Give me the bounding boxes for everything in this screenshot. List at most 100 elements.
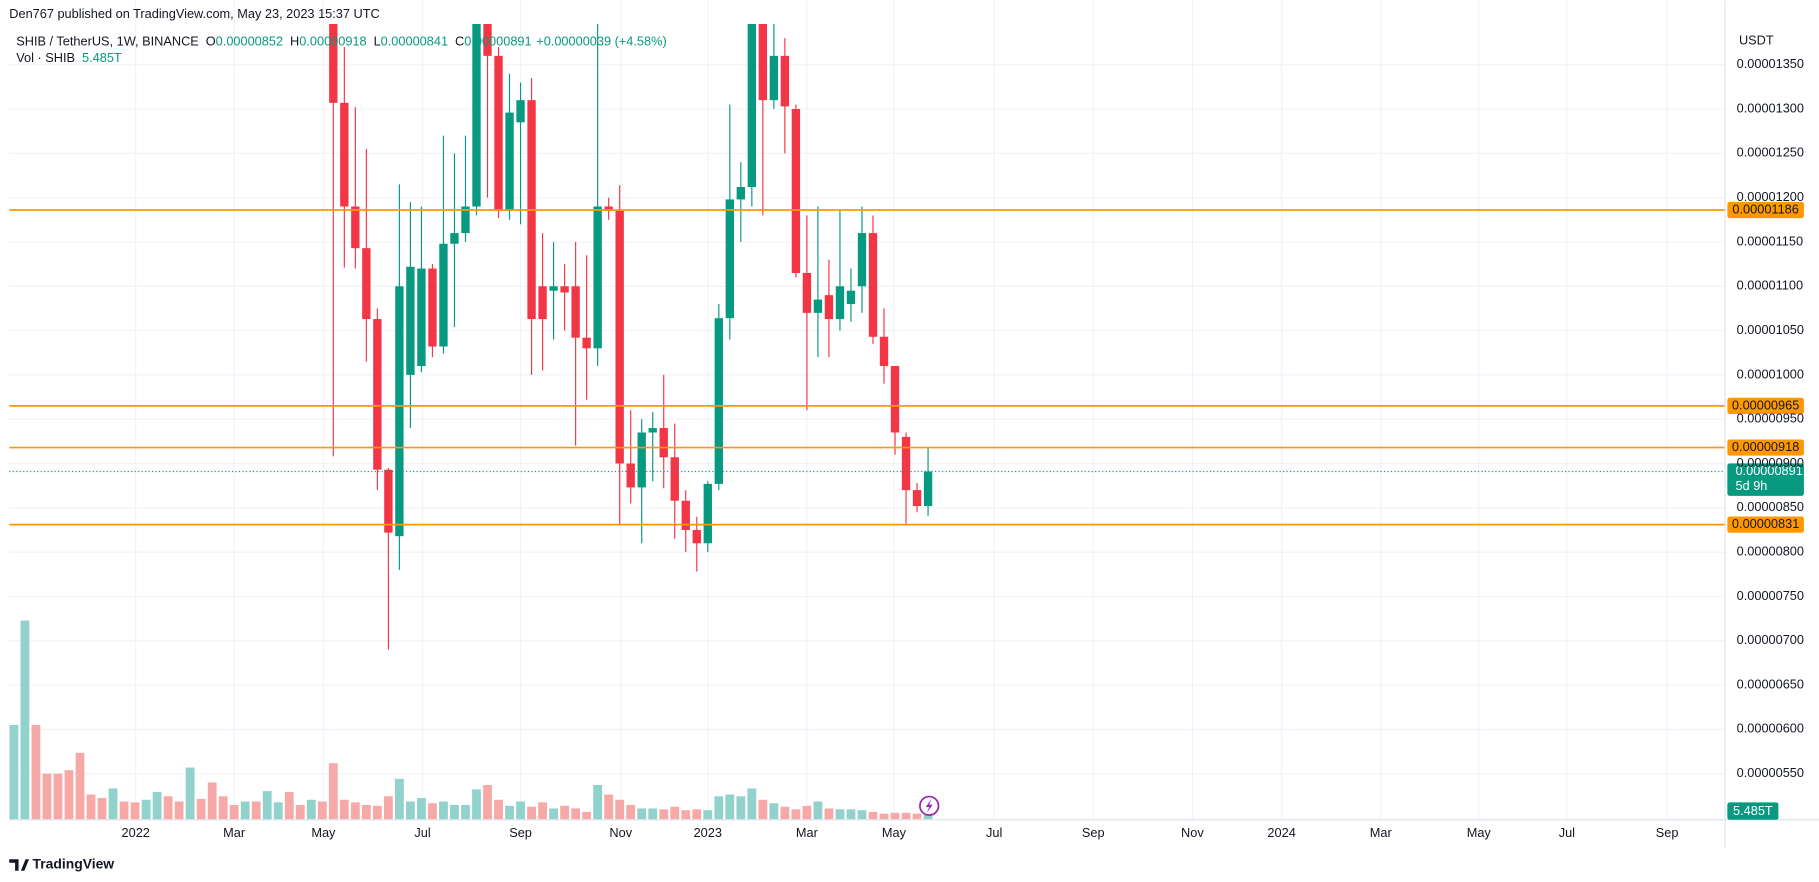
candle-body bbox=[538, 286, 547, 320]
candle-body bbox=[780, 55, 790, 107]
volume-bar bbox=[339, 799, 349, 820]
volume-bar bbox=[923, 814, 933, 820]
volume-bar bbox=[758, 799, 768, 820]
volume-bar bbox=[141, 799, 151, 820]
level-label: 0.00001186 bbox=[1732, 201, 1798, 216]
candle-body bbox=[857, 233, 867, 287]
volume-bar bbox=[857, 810, 867, 820]
candle-body bbox=[747, 23, 757, 188]
y-tick-label: 0.00000550 bbox=[1737, 765, 1804, 780]
volume-bar bbox=[372, 805, 382, 820]
volume-bar bbox=[714, 796, 724, 820]
volume-bar bbox=[560, 805, 570, 820]
level-tag bbox=[1727, 516, 1804, 533]
volume-bar bbox=[295, 804, 305, 820]
volume-bar bbox=[31, 724, 41, 820]
volume-bar bbox=[879, 813, 889, 820]
candle-body bbox=[648, 428, 657, 433]
candle-body bbox=[516, 100, 525, 123]
candle-body bbox=[769, 55, 779, 101]
x-tick-label: Nov bbox=[609, 825, 632, 840]
x-tick-label: 2024 bbox=[1267, 825, 1295, 840]
volume-bar bbox=[163, 796, 173, 820]
volume-bar bbox=[516, 801, 525, 820]
candle-body bbox=[362, 248, 371, 320]
x-tick-label: May bbox=[882, 825, 907, 840]
volume-bar bbox=[20, 620, 30, 820]
candle-body bbox=[406, 266, 415, 375]
volume-bar bbox=[890, 812, 900, 820]
candle-body bbox=[494, 55, 503, 211]
countdown: 5d 9h bbox=[1735, 478, 1767, 493]
volume-bar bbox=[350, 802, 360, 820]
candle-body bbox=[901, 436, 911, 491]
x-tick-label: Jul bbox=[1559, 825, 1575, 840]
currency: USDT bbox=[1739, 33, 1774, 48]
candle-body bbox=[428, 268, 437, 347]
volume-bar bbox=[306, 799, 316, 820]
last-price-tag bbox=[1727, 463, 1804, 496]
x-tick-label: Jul bbox=[986, 825, 1002, 840]
y-tick-label: 0.00000800 bbox=[1737, 544, 1804, 559]
y-tick-label: 0.00001100 bbox=[1737, 278, 1803, 293]
candle-body bbox=[714, 318, 723, 484]
volume-bar bbox=[725, 794, 735, 820]
candle-body bbox=[758, 23, 768, 101]
volume-bar bbox=[626, 804, 636, 820]
volume-bar bbox=[494, 799, 503, 820]
symbol: SHIB / TetherUS, 1W, BINANCE bbox=[16, 34, 199, 49]
volume-bar bbox=[703, 810, 713, 820]
y-tick-label: 0.00000700 bbox=[1737, 632, 1804, 647]
volume-bar bbox=[53, 773, 63, 820]
candle-body bbox=[593, 206, 602, 349]
x-tick-label: Sep bbox=[509, 825, 532, 840]
x-tick-label: Mar bbox=[1370, 825, 1393, 840]
volume-bar bbox=[262, 791, 272, 820]
y-tick-label: 0.00001200 bbox=[1737, 189, 1804, 204]
legend-volume: Vol · SHIB 5.485T bbox=[16, 50, 122, 65]
brand-logo bbox=[9, 859, 30, 871]
candle-body bbox=[736, 187, 746, 200]
y-tick-label: 0.00000900 bbox=[1737, 455, 1804, 470]
candle-body bbox=[604, 206, 613, 211]
volume-bar bbox=[406, 801, 415, 820]
volume-bar bbox=[791, 809, 801, 820]
candle-body bbox=[351, 206, 360, 249]
volume-bar bbox=[251, 801, 261, 820]
brand: TradingView bbox=[32, 856, 114, 872]
y-tick-label: 0.00001250 bbox=[1737, 145, 1804, 160]
x-tick-label: 2022 bbox=[122, 825, 150, 840]
flash-icon bbox=[919, 795, 940, 816]
volume-bar bbox=[582, 811, 592, 820]
x-tick-label: Mar bbox=[796, 825, 819, 840]
volume-bar bbox=[108, 788, 118, 820]
volume-bar bbox=[593, 784, 603, 820]
candle-body bbox=[802, 272, 812, 313]
candle-body bbox=[582, 337, 591, 349]
candle-body bbox=[879, 336, 889, 367]
y-tick-label: 0.00000750 bbox=[1737, 588, 1804, 603]
volume-bar bbox=[527, 806, 536, 820]
volume-bar bbox=[747, 788, 757, 820]
y-tick-label: 0.00001150 bbox=[1737, 233, 1803, 248]
volume-tag-label: 5.485T bbox=[1733, 803, 1773, 818]
published-note: Den767 published on TradingView.com, May… bbox=[9, 6, 379, 21]
x-tick-label: Sep bbox=[1082, 825, 1105, 840]
candle-body bbox=[703, 483, 712, 544]
ohlc-key: L bbox=[374, 34, 381, 49]
volume-tag bbox=[1727, 802, 1779, 820]
volume-bar bbox=[824, 808, 834, 820]
candle-body bbox=[637, 432, 646, 488]
level-tag bbox=[1727, 397, 1804, 415]
candle-body bbox=[549, 286, 558, 291]
candle-body bbox=[340, 102, 349, 207]
volume-bar bbox=[284, 791, 294, 820]
volume-bar bbox=[659, 809, 669, 820]
volume-layer bbox=[9, 620, 933, 820]
volume-value: 5.485T bbox=[82, 50, 122, 65]
axis-layer: 2022 Mar May Jul Sep Nov 2023 Mar May Jul Sep Nov 20… bbox=[122, 56, 1804, 840]
volume-name: Vol · SHIB bbox=[16, 50, 75, 65]
volume-bar bbox=[571, 808, 581, 820]
ohlc-value: 0.00000841 bbox=[381, 34, 448, 49]
volume-bar bbox=[218, 796, 228, 820]
